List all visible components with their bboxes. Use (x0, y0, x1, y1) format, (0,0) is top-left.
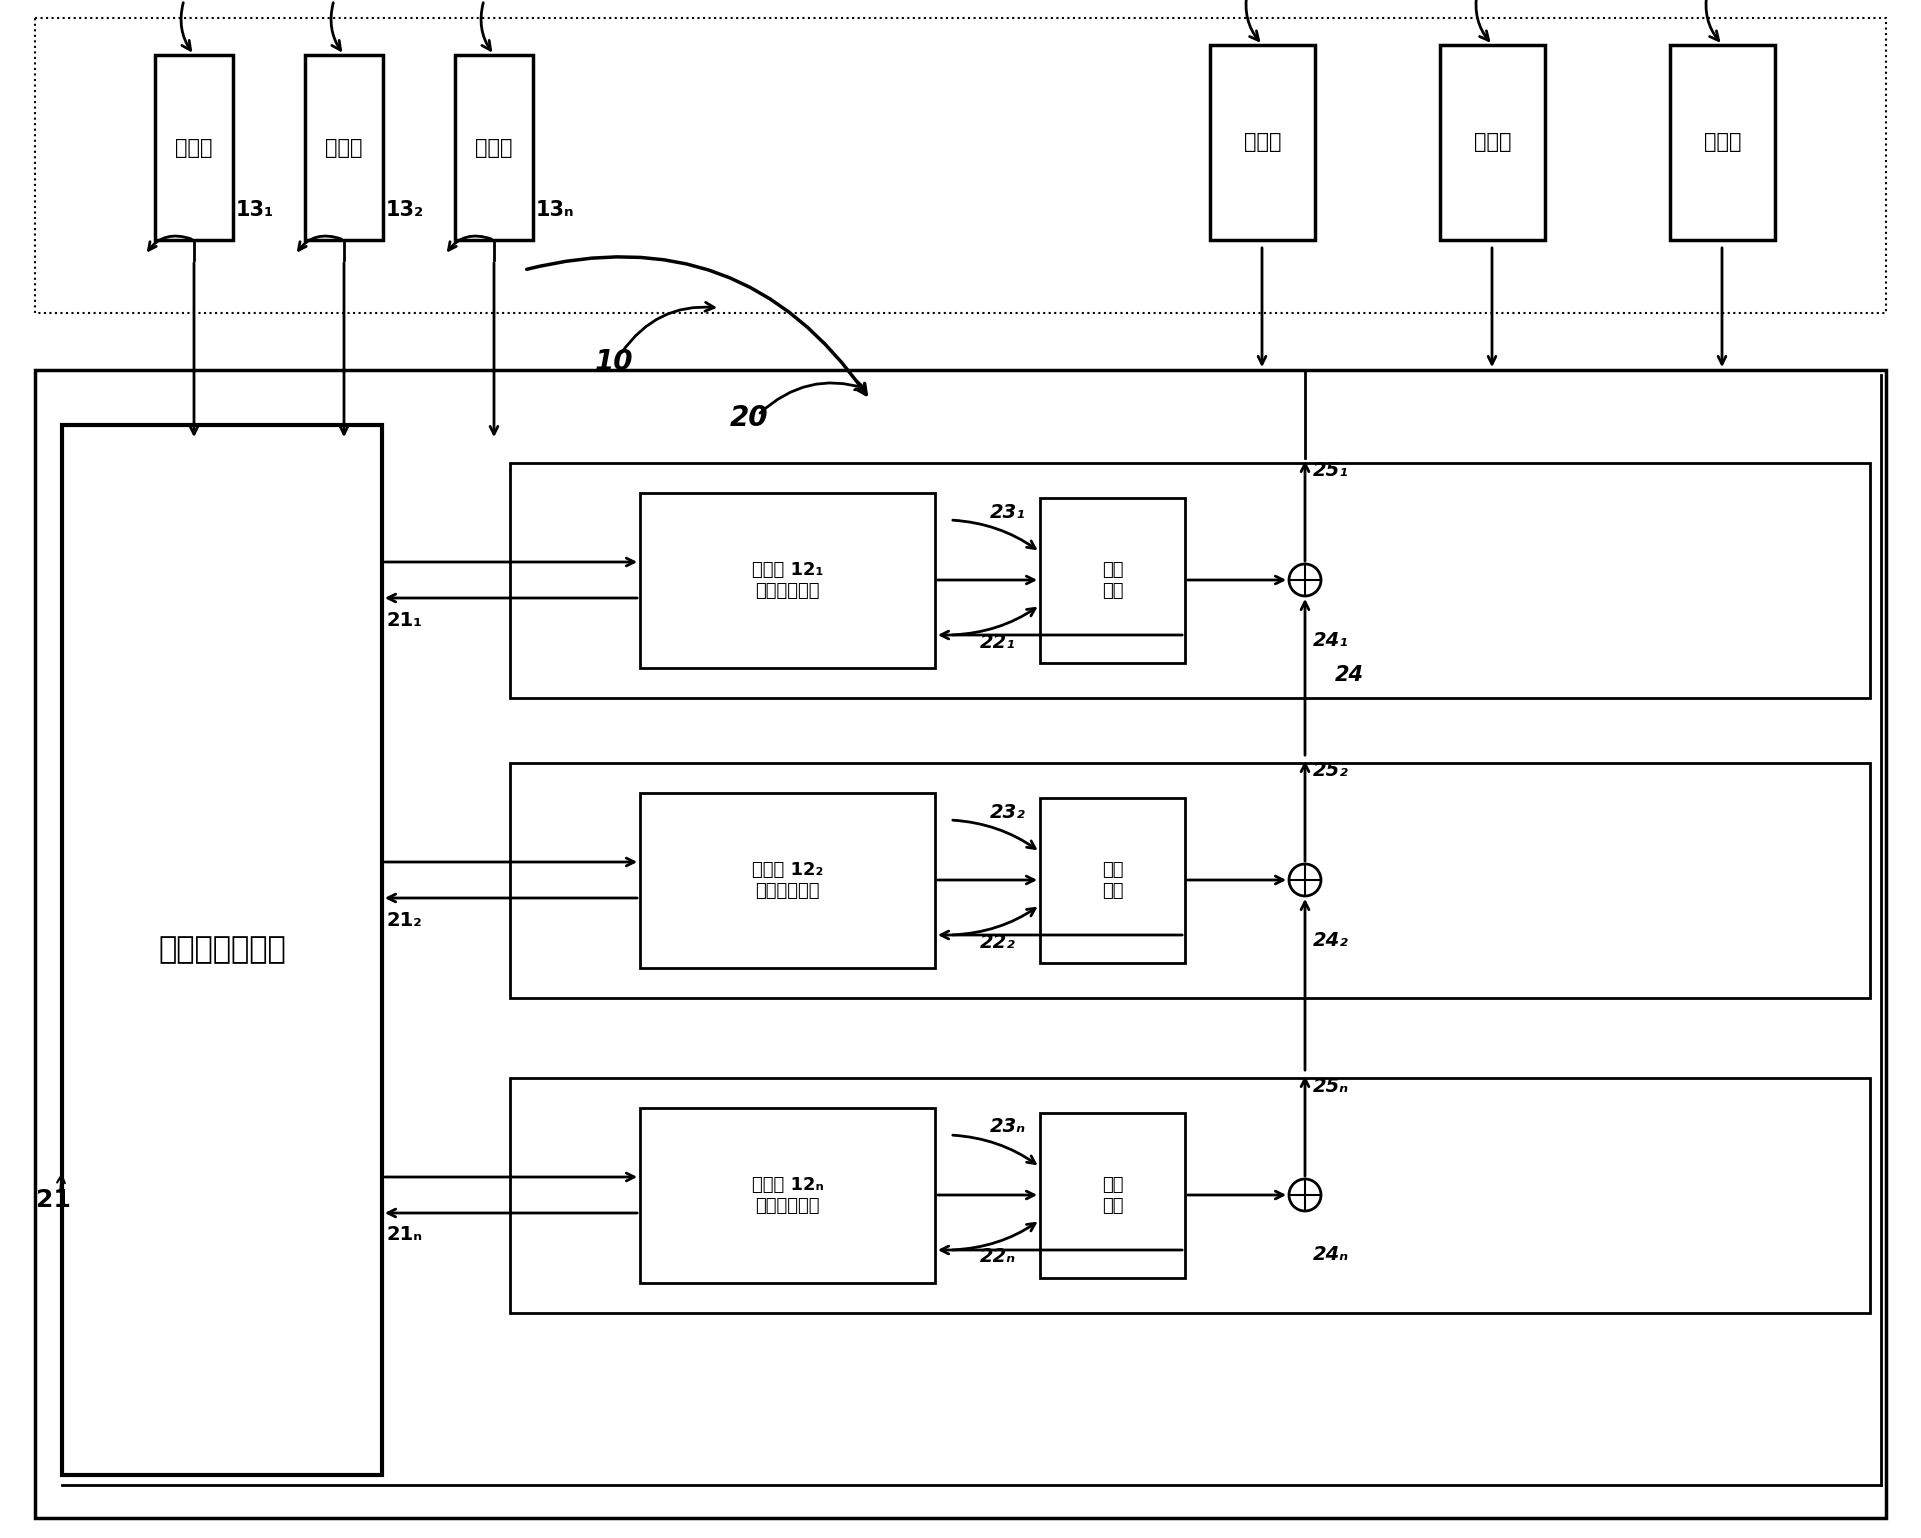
Text: 传感器: 传感器 (325, 137, 363, 157)
Text: 传感器: 传感器 (474, 137, 513, 157)
Text: 11₂: 11₂ (309, 0, 355, 5)
Text: 23₂: 23₂ (989, 803, 1026, 821)
Text: 线性
插値: 线性 插値 (1103, 861, 1124, 900)
Bar (1441, 45, 1544, 240)
Text: 10: 10 (596, 348, 634, 375)
Text: 25₁: 25₁ (1312, 461, 1349, 480)
Bar (1039, 498, 1185, 663)
Text: 传感器: 传感器 (175, 137, 213, 157)
Text: 11₁: 11₁ (159, 0, 206, 5)
Circle shape (1289, 564, 1322, 597)
Text: 21: 21 (36, 1187, 71, 1212)
Text: 22ₙ: 22ₙ (980, 1247, 1016, 1266)
Bar (640, 794, 936, 967)
Bar (509, 463, 1869, 698)
Text: 线性
插値: 线性 插値 (1103, 561, 1124, 600)
Bar (509, 763, 1869, 998)
Bar (1039, 798, 1185, 963)
Text: 21₂: 21₂ (386, 910, 423, 929)
Circle shape (1289, 1180, 1322, 1210)
Text: 喷油器 12ₙ
油量修正数组: 喷油器 12ₙ 油量修正数组 (751, 1177, 824, 1215)
Text: 13ₙ: 13ₙ (536, 200, 574, 220)
Text: 24ₙ: 24ₙ (1312, 1246, 1349, 1264)
Text: 24₁: 24₁ (1312, 631, 1349, 649)
Text: 喷油器: 喷油器 (1243, 132, 1281, 152)
Text: 13₁: 13₁ (236, 200, 275, 220)
Bar (640, 1107, 936, 1283)
Circle shape (1289, 864, 1322, 897)
Bar (1039, 1114, 1185, 1278)
Text: 发动机油量模块: 发动机油量模块 (158, 935, 286, 964)
Text: 21₁: 21₁ (386, 611, 423, 629)
Bar (35, 371, 1886, 1518)
Bar (455, 55, 532, 240)
Text: 24₂: 24₂ (1312, 930, 1349, 949)
Text: 22₁: 22₁ (980, 632, 1016, 652)
Text: 喷油器: 喷油器 (1473, 132, 1512, 152)
Text: 22₂: 22₂ (980, 932, 1016, 952)
Bar (1210, 45, 1316, 240)
Text: 13₂: 13₂ (386, 200, 425, 220)
Text: 线性
插値: 线性 插値 (1103, 1177, 1124, 1215)
Text: 25₂: 25₂ (1312, 761, 1349, 780)
Text: 25ₙ: 25ₙ (1312, 1077, 1349, 1095)
Bar (1669, 45, 1775, 240)
Bar (156, 55, 232, 240)
Text: 20: 20 (730, 404, 768, 432)
Text: 23ₙ: 23ₙ (989, 1118, 1026, 1137)
Text: 21ₙ: 21ₙ (386, 1226, 423, 1244)
Text: 喷油器 12₂
油量修正数组: 喷油器 12₂ 油量修正数组 (751, 861, 824, 900)
Text: 11ₙ: 11ₙ (459, 0, 505, 5)
Bar (61, 424, 382, 1475)
Text: 24: 24 (1335, 664, 1364, 684)
Text: 23₁: 23₁ (989, 503, 1026, 521)
Bar (509, 1078, 1869, 1313)
Bar (640, 494, 936, 667)
Bar (305, 55, 382, 240)
Text: 喷油器 12₁
油量修正数组: 喷油器 12₁ 油量修正数组 (751, 561, 824, 600)
Bar (35, 18, 1886, 314)
Text: 喷油器: 喷油器 (1704, 132, 1740, 152)
